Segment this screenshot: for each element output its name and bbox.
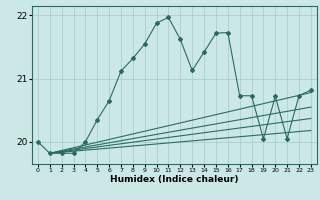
X-axis label: Humidex (Indice chaleur): Humidex (Indice chaleur) [110,175,239,184]
